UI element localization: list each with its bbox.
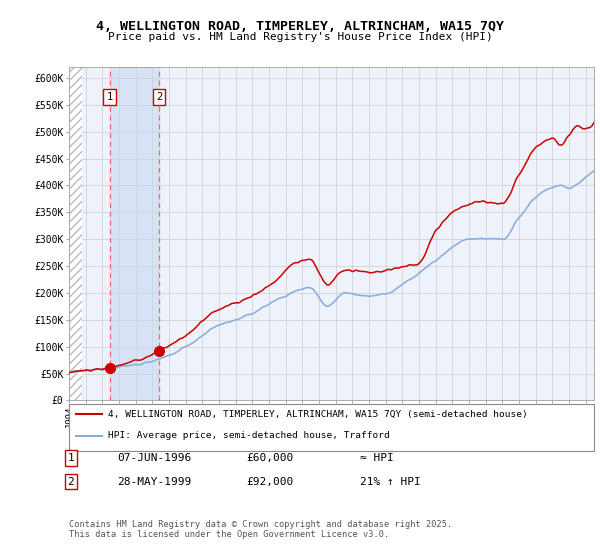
Text: 28-MAY-1999: 28-MAY-1999 bbox=[117, 477, 191, 487]
Bar bbox=[110, 67, 159, 400]
Text: 07-JUN-1996: 07-JUN-1996 bbox=[117, 453, 191, 463]
Text: 4, WELLINGTON ROAD, TIMPERLEY, ALTRINCHAM, WA15 7QY (semi-detached house): 4, WELLINGTON ROAD, TIMPERLEY, ALTRINCHA… bbox=[108, 410, 528, 419]
Bar bbox=[69, 67, 82, 400]
Text: £60,000: £60,000 bbox=[246, 453, 293, 463]
Text: Contains HM Land Registry data © Crown copyright and database right 2025.
This d: Contains HM Land Registry data © Crown c… bbox=[69, 520, 452, 539]
Text: ≈ HPI: ≈ HPI bbox=[360, 453, 394, 463]
Text: 1: 1 bbox=[107, 92, 113, 102]
Text: HPI: Average price, semi-detached house, Trafford: HPI: Average price, semi-detached house,… bbox=[108, 431, 390, 440]
Bar bbox=[69, 67, 82, 400]
Text: £92,000: £92,000 bbox=[246, 477, 293, 487]
Text: 2: 2 bbox=[67, 477, 74, 487]
Text: Price paid vs. HM Land Registry's House Price Index (HPI): Price paid vs. HM Land Registry's House … bbox=[107, 32, 493, 43]
Text: 1: 1 bbox=[67, 453, 74, 463]
Text: 2: 2 bbox=[156, 92, 162, 102]
Text: 21% ↑ HPI: 21% ↑ HPI bbox=[360, 477, 421, 487]
Text: 4, WELLINGTON ROAD, TIMPERLEY, ALTRINCHAM, WA15 7QY: 4, WELLINGTON ROAD, TIMPERLEY, ALTRINCHA… bbox=[96, 20, 504, 32]
